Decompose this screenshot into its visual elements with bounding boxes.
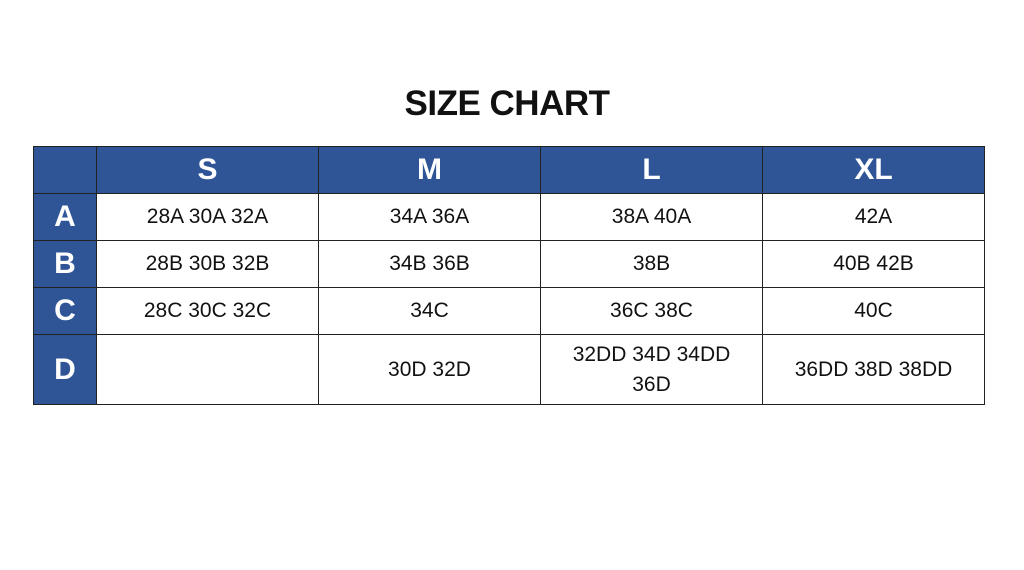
- table-cell: 40C: [762, 287, 985, 335]
- table-cell: 40B 42B: [762, 240, 985, 288]
- table-cell: 34A 36A: [318, 193, 541, 241]
- table-row: A 28A 30A 32A 34A 36A 38A 40A 42A: [33, 193, 985, 241]
- row-header-c: C: [33, 287, 97, 335]
- table-cell: 38B: [540, 240, 763, 288]
- column-header-s: S: [96, 146, 319, 194]
- column-header-m: M: [318, 146, 541, 194]
- table-cell: 28C 30C 32C: [96, 287, 319, 335]
- table-cell: 30D 32D: [318, 334, 541, 405]
- table-cell: 28A 30A 32A: [96, 193, 319, 241]
- row-header-d: D: [33, 334, 97, 405]
- table-cell: 28B 30B 32B: [96, 240, 319, 288]
- header-row: S M L XL: [33, 146, 985, 194]
- column-header-xl: XL: [762, 146, 985, 194]
- page-title: SIZE CHART: [404, 84, 611, 123]
- table-cell: 34B 36B: [318, 240, 541, 288]
- table-row: C 28C 30C 32C 34C 36C 38C 40C: [33, 287, 985, 335]
- table-row: D 30D 32D 32DD 34D 34DD 36D 36DD 38D 38D…: [33, 334, 985, 405]
- table-cell: 38A 40A: [540, 193, 763, 241]
- row-header-b: B: [33, 240, 97, 288]
- row-header-a: A: [33, 193, 97, 241]
- table-cell: 34C: [318, 287, 541, 335]
- table-cell: 36C 38C: [540, 287, 763, 335]
- table-cell: 32DD 34D 34DD 36D: [540, 334, 763, 405]
- table-cell: 36DD 38D 38DD: [762, 334, 985, 405]
- corner-cell: [33, 146, 97, 194]
- table-cell: 42A: [762, 193, 985, 241]
- size-chart-table: S M L XL A 28A 30A 32A 34A 36A 38A 40A 4…: [33, 146, 985, 405]
- column-header-l: L: [540, 146, 763, 194]
- table-cell: [96, 334, 319, 405]
- table-row: B 28B 30B 32B 34B 36B 38B 40B 42B: [33, 240, 985, 288]
